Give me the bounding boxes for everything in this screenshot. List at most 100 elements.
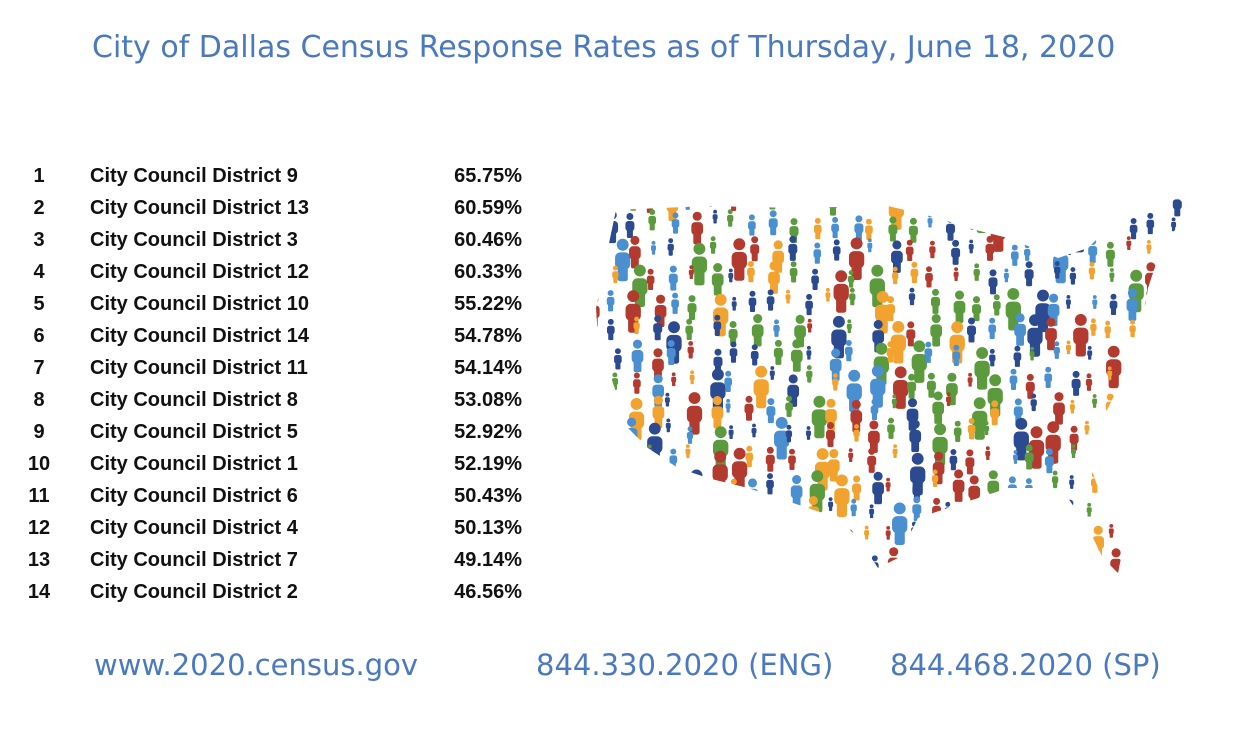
district-name: City Council District 7 [90,549,298,571]
rank-number: 14 [27,581,51,603]
district-name: City Council District 13 [90,197,309,219]
person-icon [912,198,921,209]
person-icon [588,503,589,517]
person-icon [831,216,839,239]
person-icon [1146,212,1155,235]
person-icon [910,261,919,284]
person-icon [744,395,754,421]
person-icon [949,449,958,471]
person-icon [1033,496,1040,515]
rank-number: 13 [27,549,51,571]
response-rate: 46.56% [454,581,522,603]
person-icon [886,341,895,363]
person-icon [1152,395,1158,410]
person-icon [1044,366,1053,388]
person-icon [985,446,991,461]
district-name: City Council District 12 [90,261,309,283]
person-icon [1144,289,1157,322]
census-website-link[interactable]: www.2020.census.gov [94,648,419,682]
person-icon [854,215,864,241]
person-icon [596,341,600,363]
us-map-of-people-icon [588,188,1198,578]
person-icon [1066,556,1076,573]
person-icon [813,529,819,544]
person-icon [944,501,951,520]
person-icon [1051,470,1059,489]
person-icon [809,470,825,513]
person-icon [908,217,918,243]
person-icon [793,504,799,519]
district-row: 9 City Council District 5 52.92% [24,416,544,448]
person-icon [1090,471,1099,493]
person-icon [668,265,678,291]
person-icon [588,211,592,225]
district-row: 1 City Council District 9 65.75% [24,160,544,192]
person-icon [1190,295,1198,320]
person-icon [952,549,965,573]
person-icon [1047,293,1060,327]
page-title: City of Dallas Census Response Rates as … [92,30,1116,65]
district-row: 8 City Council District 8 53.08% [24,384,544,416]
rank-number: 7 [33,357,45,379]
person-icon [729,198,738,211]
person-icon [1193,575,1198,578]
person-icon [769,366,775,380]
person-icon [1145,418,1153,436]
district-response-rate-list: 1 City Council District 9 65.75% 2 City … [24,160,544,608]
person-icon [1013,529,1025,562]
district-name: City Council District 9 [90,165,298,187]
district-name: City Council District 4 [90,517,298,539]
person-icon [687,295,697,321]
person-icon [730,478,738,500]
person-icon [828,198,838,216]
person-icon [689,370,695,385]
person-icon [890,321,906,364]
person-icon [1003,268,1009,283]
person-icon [684,198,691,210]
person-icon [712,450,728,494]
person-icon [665,469,672,488]
person-icon [847,270,855,288]
person-icon [1006,502,1012,516]
person-icon [953,420,962,442]
person-icon [727,524,736,546]
person-icon [1092,525,1105,559]
person-icon [892,502,908,545]
person-icon [686,392,703,435]
person-icon [750,236,760,262]
person-icon [745,527,758,561]
person-icon [908,287,916,306]
person-icon [596,400,605,434]
person-icon [770,551,778,573]
rank-number: 9 [33,421,45,443]
response-rate: 54.78% [454,325,522,347]
person-icon [1069,267,1077,285]
person-icon [790,475,803,508]
person-icon [813,242,822,264]
person-icon [1171,476,1180,499]
person-icon [870,555,879,573]
rank-number: 11 [28,485,50,507]
person-icon [846,319,852,334]
person-icon [1186,420,1188,444]
person-icon [1054,576,1063,578]
person-icon [771,499,780,521]
person-icon [869,504,875,519]
person-icon [630,495,640,521]
person-icon [785,289,791,304]
person-icon [1024,444,1034,470]
person-icon [711,396,724,429]
person-icon [773,319,780,337]
person-icon [926,372,936,398]
person-icon [912,553,928,573]
person-icon [886,296,895,322]
person-icon [611,418,621,444]
person-icon [787,529,795,551]
person-icon [1113,496,1126,529]
person-icon [853,424,860,442]
person-icon [931,469,939,487]
person-icon [746,478,759,511]
person-icon [606,210,619,244]
person-icon [625,213,635,238]
person-icon [951,198,959,210]
